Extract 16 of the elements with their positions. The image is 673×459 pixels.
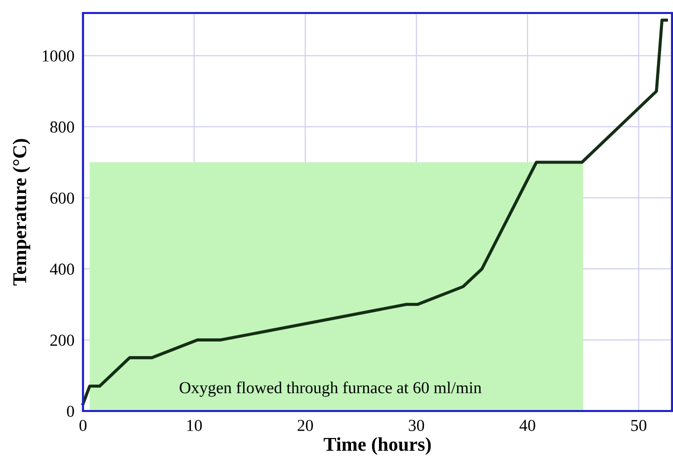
y-tick-label: 1000 <box>42 50 74 62</box>
y-tick-label: 0 <box>66 406 74 417</box>
x-tick-label: 30 <box>408 420 424 432</box>
y-axis-title: Temperature (°C) <box>12 139 30 286</box>
x-tick-label: 40 <box>520 420 536 432</box>
y-tick-label: 600 <box>50 192 74 204</box>
x-tick-label: 0 <box>79 420 87 432</box>
x-tick-label: 10 <box>187 420 202 432</box>
y-tick-label: 800 <box>50 121 74 133</box>
y-tick-label: 400 <box>50 264 74 275</box>
x-tick-label: 50 <box>631 420 646 432</box>
line-series <box>81 18 668 406</box>
x-axis-title: Time (hours) <box>324 437 431 455</box>
annotation: Oxygen flowed through furnace at 60 ml/min <box>180 381 482 397</box>
x-tick-label: 20 <box>298 420 313 432</box>
y-tick-label: 200 <box>50 334 74 346</box>
